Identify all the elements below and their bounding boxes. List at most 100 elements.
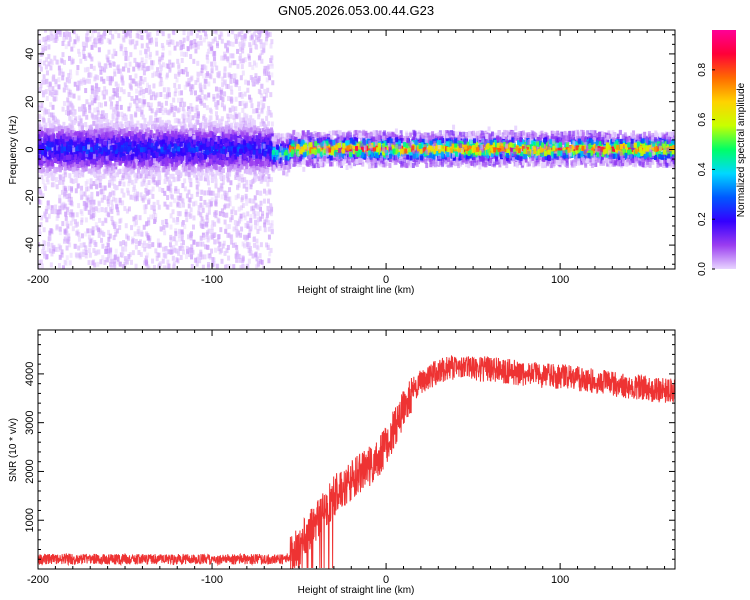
heatmap-cell	[260, 107, 264, 113]
heatmap-cell	[124, 62, 128, 68]
heatmap-cell	[244, 101, 248, 107]
heatmap-cell	[159, 65, 163, 71]
heatmap-cell	[161, 187, 165, 193]
heatmap-cell	[164, 171, 168, 177]
heatmap-cell	[235, 79, 239, 85]
heatmap-cell	[81, 137, 85, 143]
heatmap-cell	[202, 127, 206, 133]
heatmap-cell	[129, 125, 133, 131]
heatmap-cell	[228, 73, 232, 79]
heatmap-cell	[227, 72, 231, 78]
heatmap-cell	[201, 264, 205, 269]
heatmap-cell	[106, 257, 110, 263]
heatmap-cell	[266, 181, 270, 187]
heatmap-cell	[98, 125, 102, 131]
heatmap-cell	[265, 169, 269, 175]
heatmap-cell	[243, 234, 247, 240]
heatmap-cell	[233, 118, 237, 124]
heatmap-cell	[96, 95, 100, 101]
heatmap-cell	[174, 87, 178, 93]
heatmap-cell	[267, 71, 271, 77]
heatmap-cell	[89, 199, 93, 205]
heatmap-cell	[135, 103, 139, 109]
heatmap-cell	[104, 101, 108, 107]
heatmap-cell	[230, 215, 234, 221]
heatmap-cell	[72, 42, 76, 48]
heatmap-cell	[50, 229, 54, 235]
heatmap-cell	[116, 83, 120, 89]
heatmap-cell	[47, 137, 51, 143]
heatmap-cell	[226, 177, 230, 183]
heatmap-cell	[196, 60, 200, 66]
heatmap-cell	[142, 204, 146, 210]
heatmap-cell	[201, 205, 205, 211]
heatmap-cell	[233, 159, 237, 165]
heatmap-cell	[93, 30, 97, 34]
heatmap-cell	[84, 42, 88, 48]
heatmap-cell	[268, 135, 272, 141]
heatmap-cell	[137, 240, 141, 246]
heatmap-cell	[171, 255, 175, 261]
heatmap-cell	[62, 205, 66, 211]
heatmap-cell	[196, 256, 200, 262]
heatmap-cell	[133, 231, 137, 237]
heatmap-cell	[207, 209, 211, 215]
heatmap-cell	[144, 59, 148, 65]
heatmap-cell	[270, 61, 274, 67]
heatmap-cell	[184, 128, 188, 134]
heatmap-cell	[82, 45, 86, 51]
heatmap-cell	[141, 197, 145, 203]
heatmap-cell	[144, 221, 148, 227]
heatmap-cell	[208, 125, 212, 131]
heatmap-cell	[165, 63, 169, 69]
heatmap-cell	[51, 130, 55, 136]
heatmap-cell	[98, 172, 102, 178]
heatmap-cell	[84, 122, 88, 128]
heatmap-cell	[252, 198, 256, 204]
heatmap-cell	[189, 54, 193, 60]
heatmap-cell	[259, 39, 263, 45]
heatmap-cell	[148, 32, 152, 38]
heatmap-cell	[78, 254, 82, 260]
heatmap-cell	[160, 102, 164, 108]
heatmap-cell	[82, 53, 86, 59]
heatmap-cell	[113, 71, 117, 77]
heatmap-cell	[98, 153, 102, 159]
heatmap-cell	[243, 177, 247, 183]
heatmap-cell	[207, 235, 211, 241]
heatmap-cell	[60, 252, 64, 258]
heatmap-cell	[108, 151, 112, 157]
heatmap-cell	[51, 164, 55, 170]
heatmap-cell	[46, 172, 50, 178]
heatmap-cell	[169, 193, 173, 199]
heatmap-cell	[97, 227, 101, 233]
heatmap-cell	[184, 67, 188, 73]
heatmap-cell	[246, 263, 250, 269]
heatmap-cell	[185, 82, 189, 88]
heatmap-cell	[247, 53, 251, 59]
heatmap-cell	[258, 216, 262, 222]
heatmap-cell	[215, 104, 219, 110]
heatmap-cell	[140, 109, 144, 115]
heatmap-cell	[87, 168, 91, 174]
heatmap-cell	[65, 207, 69, 213]
heatmap-cell	[146, 252, 150, 258]
heatmap-cell	[105, 54, 109, 60]
heatmap-cell	[100, 76, 104, 82]
heatmap-cell	[149, 129, 153, 135]
heatmap-cell	[143, 195, 147, 201]
heatmap-cell	[128, 61, 132, 67]
heatmap-cell	[48, 112, 52, 118]
heatmap-cell	[112, 235, 116, 241]
heatmap-cell	[45, 70, 49, 76]
heatmap-cell	[156, 199, 160, 205]
heatmap-cell	[178, 231, 182, 237]
heatmap-cell	[45, 57, 49, 63]
heatmap-cell	[258, 253, 262, 259]
heatmap-cell	[45, 254, 49, 260]
heatmap-cell	[212, 78, 216, 84]
heatmap-cell	[76, 157, 80, 163]
heatmap-cell	[47, 61, 51, 67]
heatmap-cell	[143, 209, 147, 215]
heatmap-cell	[177, 236, 181, 242]
